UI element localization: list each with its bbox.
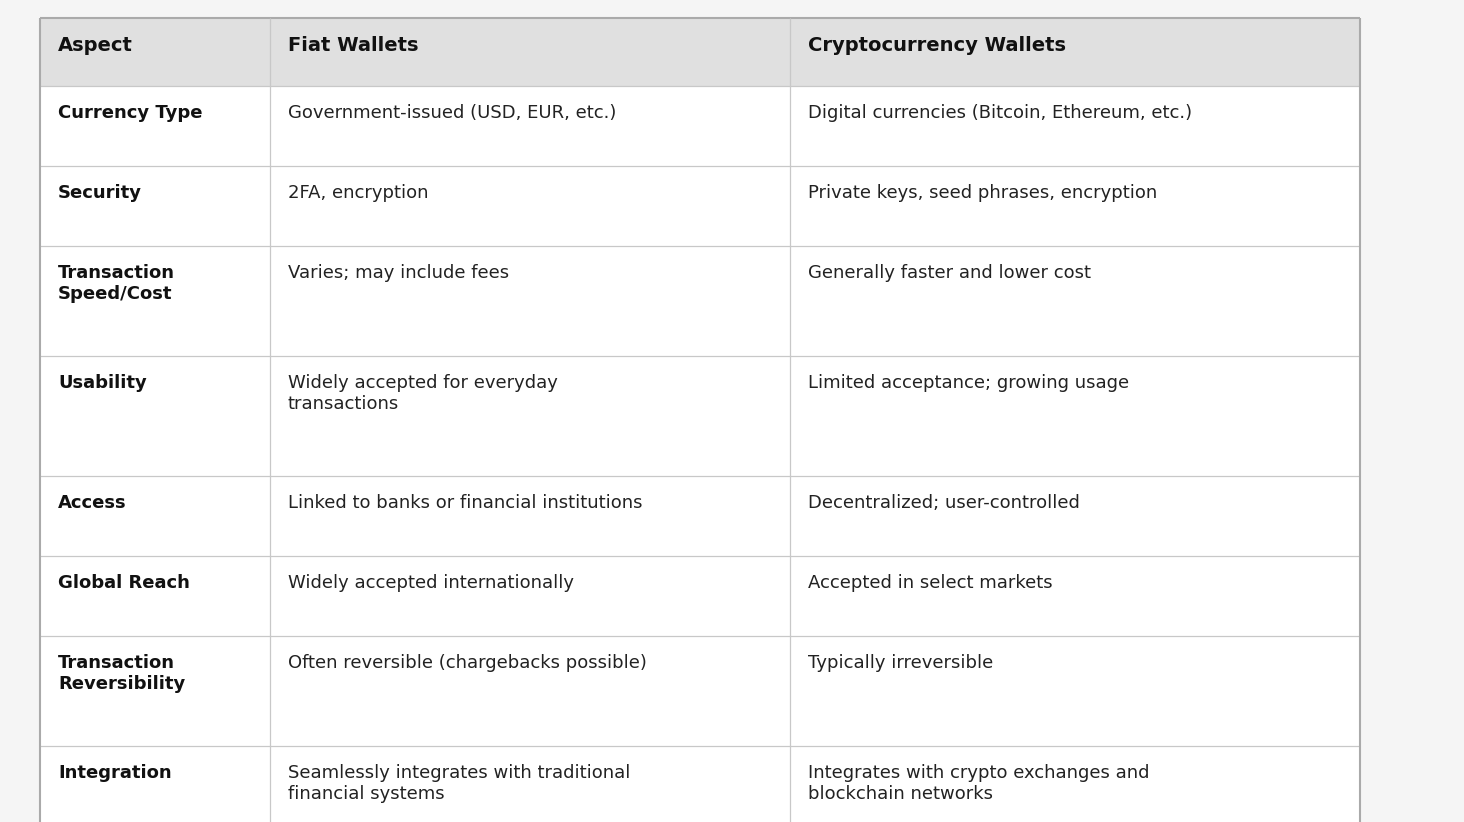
Bar bbox=[40, 86, 269, 166]
Bar bbox=[791, 166, 1360, 246]
Text: Generally faster and lower cost: Generally faster and lower cost bbox=[808, 264, 1091, 282]
Text: Cryptocurrency Wallets: Cryptocurrency Wallets bbox=[808, 36, 1066, 55]
Text: Aspect: Aspect bbox=[59, 36, 133, 55]
Text: Security: Security bbox=[59, 184, 142, 202]
Text: Decentralized; user-controlled: Decentralized; user-controlled bbox=[808, 494, 1080, 512]
Bar bbox=[40, 166, 269, 246]
Bar bbox=[269, 556, 791, 636]
Bar bbox=[269, 746, 791, 822]
Text: Typically irreversible: Typically irreversible bbox=[808, 654, 993, 672]
Bar bbox=[269, 86, 791, 166]
Bar bbox=[269, 636, 791, 746]
Bar bbox=[269, 476, 791, 556]
Bar bbox=[40, 476, 269, 556]
Bar bbox=[40, 246, 269, 356]
Bar bbox=[40, 18, 269, 86]
Bar bbox=[791, 356, 1360, 476]
Text: Fiat Wallets: Fiat Wallets bbox=[288, 36, 419, 55]
Text: Global Reach: Global Reach bbox=[59, 574, 190, 592]
Bar bbox=[40, 746, 269, 822]
Text: Transaction
Reversibility: Transaction Reversibility bbox=[59, 654, 186, 693]
Bar bbox=[791, 86, 1360, 166]
Text: Often reversible (chargebacks possible): Often reversible (chargebacks possible) bbox=[288, 654, 647, 672]
Bar bbox=[791, 636, 1360, 746]
Text: Varies; may include fees: Varies; may include fees bbox=[288, 264, 509, 282]
Text: Integration: Integration bbox=[59, 764, 171, 782]
Bar bbox=[791, 246, 1360, 356]
Text: Private keys, seed phrases, encryption: Private keys, seed phrases, encryption bbox=[808, 184, 1157, 202]
Bar bbox=[791, 476, 1360, 556]
Text: Widely accepted internationally: Widely accepted internationally bbox=[288, 574, 574, 592]
Bar bbox=[40, 636, 269, 746]
Text: Integrates with crypto exchanges and
blockchain networks: Integrates with crypto exchanges and blo… bbox=[808, 764, 1149, 803]
Bar bbox=[791, 556, 1360, 636]
Text: Linked to banks or financial institutions: Linked to banks or financial institution… bbox=[288, 494, 643, 512]
Bar bbox=[791, 746, 1360, 822]
Text: Transaction
Speed/Cost: Transaction Speed/Cost bbox=[59, 264, 176, 302]
Text: Widely accepted for everyday
transactions: Widely accepted for everyday transaction… bbox=[288, 374, 558, 413]
Bar bbox=[40, 556, 269, 636]
Text: Accepted in select markets: Accepted in select markets bbox=[808, 574, 1053, 592]
Bar bbox=[269, 246, 791, 356]
Text: Seamlessly integrates with traditional
financial systems: Seamlessly integrates with traditional f… bbox=[288, 764, 631, 803]
Bar bbox=[269, 166, 791, 246]
Bar bbox=[269, 18, 791, 86]
Text: Access: Access bbox=[59, 494, 126, 512]
Text: Currency Type: Currency Type bbox=[59, 104, 202, 122]
Bar bbox=[791, 18, 1360, 86]
Bar bbox=[269, 356, 791, 476]
Bar bbox=[40, 356, 269, 476]
Text: Government-issued (USD, EUR, etc.): Government-issued (USD, EUR, etc.) bbox=[288, 104, 616, 122]
Text: Usability: Usability bbox=[59, 374, 146, 392]
Text: Limited acceptance; growing usage: Limited acceptance; growing usage bbox=[808, 374, 1129, 392]
Text: Digital currencies (Bitcoin, Ethereum, etc.): Digital currencies (Bitcoin, Ethereum, e… bbox=[808, 104, 1192, 122]
Text: 2FA, encryption: 2FA, encryption bbox=[288, 184, 429, 202]
